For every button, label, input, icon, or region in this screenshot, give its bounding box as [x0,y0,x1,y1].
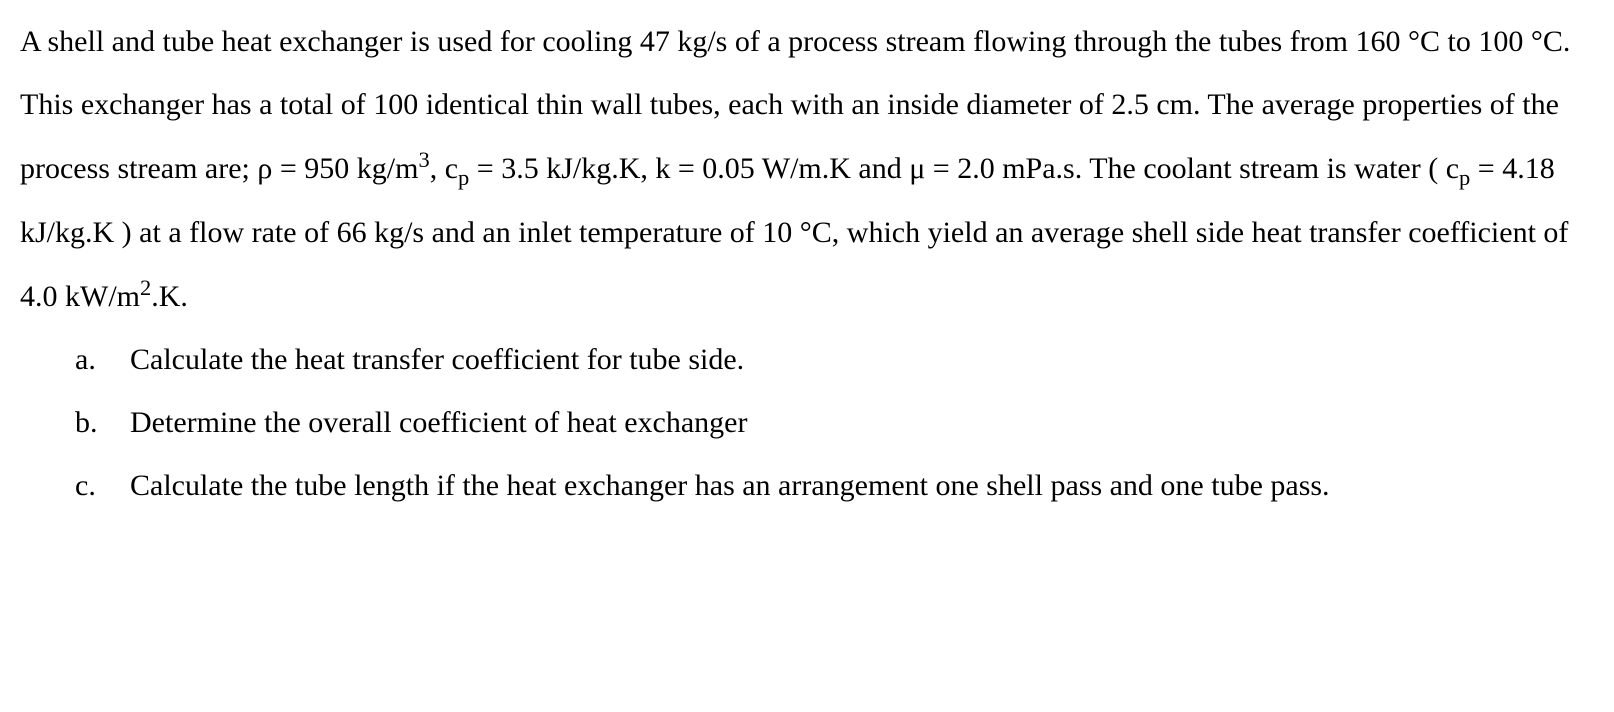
text-segment-3: = 3.5 kJ/kg.K, k = 0.05 W/m.K and μ = 2.… [469,152,1459,185]
text-segment-5: .K. [151,280,188,313]
question-item-c: c. Calculate the tube length if the heat… [20,454,1594,517]
main-paragraph: A shell and tube heat exchanger is used … [20,10,1594,328]
list-content-b: Determine the overall coefficient of hea… [130,391,1594,454]
list-content-a: Calculate the heat transfer coefficient … [130,328,1594,391]
list-content-c: Calculate the tube length if the heat ex… [130,454,1594,517]
subscript-p-2: p [1459,165,1470,190]
list-marker-c: c. [75,454,130,517]
question-item-b: b. Determine the overall coefficient of … [20,391,1594,454]
list-marker-b: b. [75,391,130,454]
text-segment-2: , c [430,152,458,185]
question-item-a: a. Calculate the heat transfer coefficie… [20,328,1594,391]
superscript-cubed: 3 [418,147,429,172]
superscript-squared: 2 [140,275,151,300]
problem-statement: A shell and tube heat exchanger is used … [20,10,1594,517]
subscript-p-1: p [458,165,469,190]
list-marker-a: a. [75,328,130,391]
